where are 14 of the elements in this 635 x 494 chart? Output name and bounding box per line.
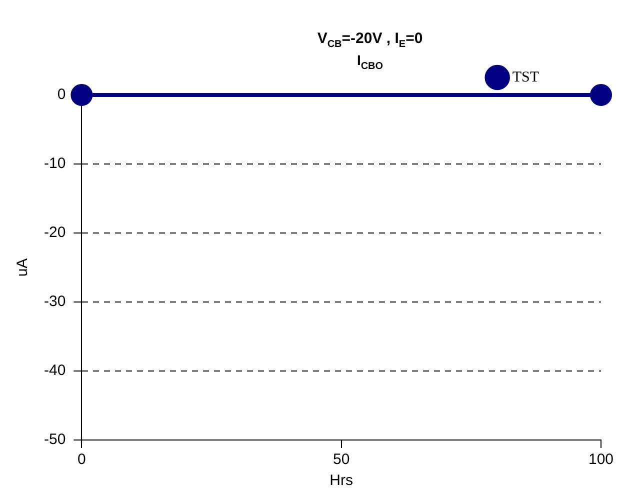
y-tick-label: -10 (44, 155, 66, 172)
y-tick-label: -50 (44, 431, 66, 448)
y-tick-label: 0 (57, 86, 66, 104)
x-tick-label: 50 (332, 451, 350, 468)
x-axis-title: Hrs (330, 472, 354, 490)
x-tick-label: 0 (78, 451, 86, 468)
y-tick-label: -30 (44, 293, 66, 310)
y-tick-label: -20 (44, 224, 66, 242)
x-tick-label: 100 (588, 451, 614, 468)
chart-title: V$_{CB}$=-20V , I$_{E}$=0 (316, 30, 424, 50)
y-tick-label: -40 (44, 362, 66, 380)
legend-label: TST (512, 69, 540, 86)
chart-subtitle: I$_{CBO}$ (356, 52, 384, 72)
y-axis-title: uA (14, 258, 32, 277)
